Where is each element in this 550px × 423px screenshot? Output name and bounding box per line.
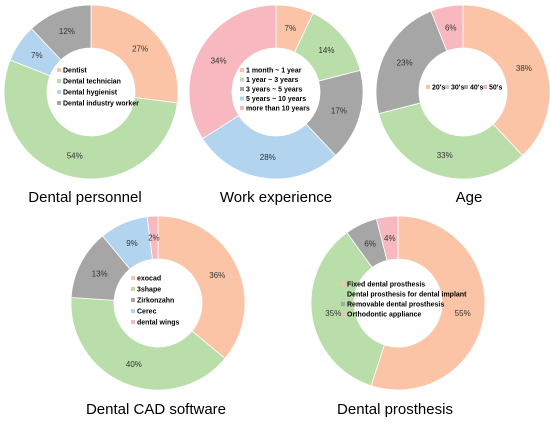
slice-label: 34% xyxy=(211,56,227,65)
legend-swatch xyxy=(341,302,345,306)
slice-40-s xyxy=(375,10,448,115)
slice-dentist xyxy=(90,4,179,104)
legend-item-exocad: exocad xyxy=(137,276,161,283)
legend-item-cerec: Cerec xyxy=(137,309,157,316)
slice-label: 27% xyxy=(132,45,148,54)
donut-chart-dental-prosthesis: Dental prosthesis 55% 35% 6% 4% Fixed dental… xyxy=(310,215,486,418)
slice-label: 12% xyxy=(59,27,75,36)
legend-swatch xyxy=(341,312,345,316)
slice-label: 9% xyxy=(126,239,138,248)
legend-swatch xyxy=(57,90,61,94)
chart-title: Dental CAD software xyxy=(86,401,226,418)
legend-item-30-s: 30's xyxy=(451,85,464,92)
slice-label: 54% xyxy=(67,151,83,160)
legend-swatch xyxy=(341,292,345,296)
slice-5-years-10-years xyxy=(201,115,337,180)
slice-dental-prosthesis-for-dental-implant xyxy=(310,232,385,387)
slice-label: 6% xyxy=(445,24,457,33)
slice-fixed-dental-prosthesis xyxy=(370,215,486,391)
legend-item-dental-prosthesis-for-dental-implant: Dental prosthesis for dental implant xyxy=(347,292,467,299)
slice-20-s xyxy=(462,4,550,156)
legend-item-dentist: Dentist xyxy=(63,68,87,75)
donut-chart-dental-personnel: Dental personnel 27% 54% 7% 12% Dentist Denta… xyxy=(3,4,179,206)
legend-item-dental-technician: Dental technician xyxy=(63,79,121,86)
chart-title: Work experience xyxy=(220,189,332,206)
donut-chart-dental-cad-software: Dental CAD software 36% 40% 13% 9% 2% exocad 3… xyxy=(70,215,246,418)
legend-swatch xyxy=(131,298,135,302)
legend-swatch xyxy=(131,287,135,291)
legend: Fixed dental prosthesis Dental prosthesis… xyxy=(341,282,467,319)
legend-swatch xyxy=(464,85,468,89)
slice-label: 23% xyxy=(397,58,413,67)
legend-item-removable-dental-prosthesis: Removable dental prosthesis xyxy=(347,302,444,309)
slice-label: 13% xyxy=(92,269,108,278)
legend-item-3-years-5-years: 3 years ~ 5 years xyxy=(246,87,302,94)
legend-swatch xyxy=(445,85,449,89)
legend-swatch xyxy=(341,282,345,286)
slice-dental-industry-worker xyxy=(30,4,92,61)
legend-item-orthodontic-appliance: Orthodontic appliance xyxy=(347,312,421,319)
slice-label: 33% xyxy=(437,151,453,160)
slice-label: 35% xyxy=(325,309,341,318)
legend-swatch xyxy=(57,101,61,105)
slice-label: 17% xyxy=(331,106,347,115)
slice-label: 36% xyxy=(209,271,225,280)
legend-item-more-than-10-years: more than 10 years xyxy=(246,106,310,113)
legend-swatch xyxy=(240,106,244,110)
legend-item-dental-industry-worker: Dental industry worker xyxy=(63,101,139,108)
legend-item-40-s: 40's xyxy=(470,85,483,92)
slice-label: 28% xyxy=(260,153,276,162)
slice-label: 14% xyxy=(318,46,334,55)
slice-orthodontic-appliance xyxy=(375,215,399,261)
legend-swatch xyxy=(240,77,244,82)
legend-item-fixed-dental-prosthesis: Fixed dental prosthesis xyxy=(347,282,425,289)
slice-30-s xyxy=(378,102,524,180)
legend-swatch xyxy=(131,320,135,324)
legend: Dentist Dental technician Dental hygienist… xyxy=(57,68,139,108)
slice-exocad xyxy=(157,215,246,360)
slice-label: 38% xyxy=(516,64,532,73)
legend-swatch xyxy=(483,85,487,89)
legend: exocad 3shape Zirkonzahn Cerec dental wings xyxy=(131,276,180,327)
slice-label: 6% xyxy=(364,240,376,249)
legend-swatch xyxy=(57,79,61,83)
slice-dental-technician xyxy=(3,59,178,180)
legend-swatch xyxy=(240,68,244,72)
legend-item-dental-wings: dental wings xyxy=(137,320,180,327)
legend: 20's 30's 40's 50's xyxy=(426,85,502,92)
legend: 1 month ~ 1 year 1 year ~ 3 years 3 years … xyxy=(240,68,310,113)
legend-item-20-s: 20's xyxy=(432,85,445,92)
legend-item-dental-hygienist: Dental hygienist xyxy=(63,90,118,97)
legend-item-3shape: 3shape xyxy=(137,287,161,294)
chart-title: Dental personnel xyxy=(28,189,141,206)
slice-3shape xyxy=(70,297,226,391)
chart-title: Dental prosthesis xyxy=(337,401,453,418)
slice-label: 55% xyxy=(455,309,471,318)
slice-label: 2% xyxy=(148,234,160,243)
donut-chart-age: Age 38% 33% 23% 6% 20's 30's 40's 50's xyxy=(375,4,550,206)
legend-swatch xyxy=(57,68,61,72)
legend-item-1-month-1-year: 1 month ~ 1 year xyxy=(246,68,302,75)
legend-swatch xyxy=(131,276,135,280)
donut-chart-work-experience: Work experience 7% 14% 17% 28% 34% 1 month ~ … xyxy=(188,4,364,206)
slice-dental-wings xyxy=(146,215,159,260)
slice-50-s xyxy=(430,4,464,52)
legend-item-5-years-10-years: 5 years ~ 10 years xyxy=(246,96,306,103)
slice-label: 7% xyxy=(285,24,297,33)
slice-label: 40% xyxy=(126,360,142,369)
legend-swatch xyxy=(131,309,135,313)
slice-label: 4% xyxy=(384,234,396,243)
slice-more-than-10-years xyxy=(188,4,277,140)
slice-label: 7% xyxy=(31,51,43,60)
legend-item-50-s: 50's xyxy=(489,85,502,92)
legend-swatch xyxy=(240,96,244,101)
legend-item-zirkonzahn: Zirkonzahn xyxy=(137,298,174,305)
legend-swatch xyxy=(240,87,244,91)
legend-item-1-year-3-years: 1 year ~ 3 years xyxy=(246,77,298,84)
legend-swatch xyxy=(426,85,430,89)
chart-title: Age xyxy=(456,189,483,206)
